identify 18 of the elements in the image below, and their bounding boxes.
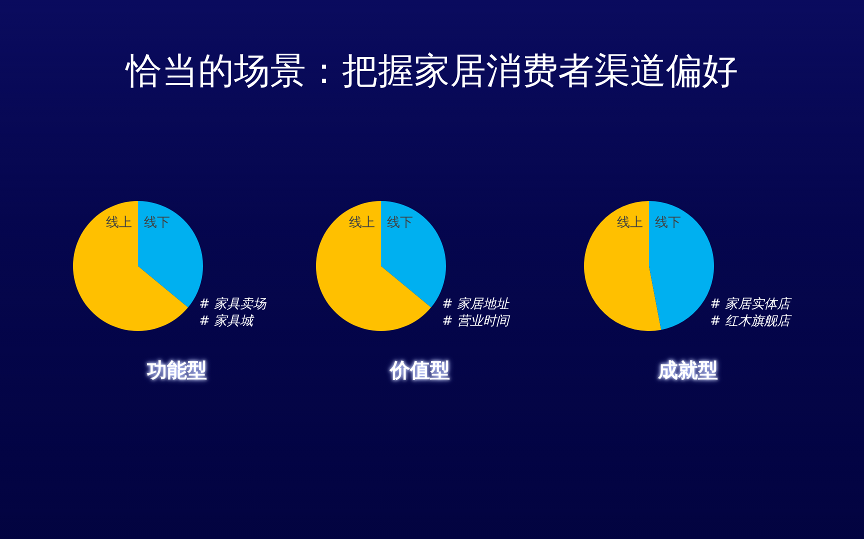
pie-slice xyxy=(73,201,188,331)
slice-label: 线上 xyxy=(348,216,375,231)
slice-label: 线上 xyxy=(616,216,643,231)
slice-label: 线上 xyxy=(106,216,132,231)
text: # 营业时间 xyxy=(442,313,510,330)
text: 恰当的场景：把握家居消费者渠道偏好 xyxy=(124,50,739,94)
pie-slice xyxy=(316,201,432,331)
text: 价值型 xyxy=(388,357,451,384)
text: # 家居实体店 xyxy=(710,296,790,313)
text: # 家具城 xyxy=(199,313,254,330)
slice-label: 线下 xyxy=(387,216,414,231)
text: # 家居地址 xyxy=(442,296,510,313)
slice-label: 线下 xyxy=(144,216,170,231)
text: 功能型 xyxy=(146,357,208,384)
text: # 家具卖场 xyxy=(199,296,266,313)
text: 成就型 xyxy=(656,357,719,384)
text: # 红木旗舰店 xyxy=(710,313,790,330)
slice-label: 线下 xyxy=(655,216,682,231)
